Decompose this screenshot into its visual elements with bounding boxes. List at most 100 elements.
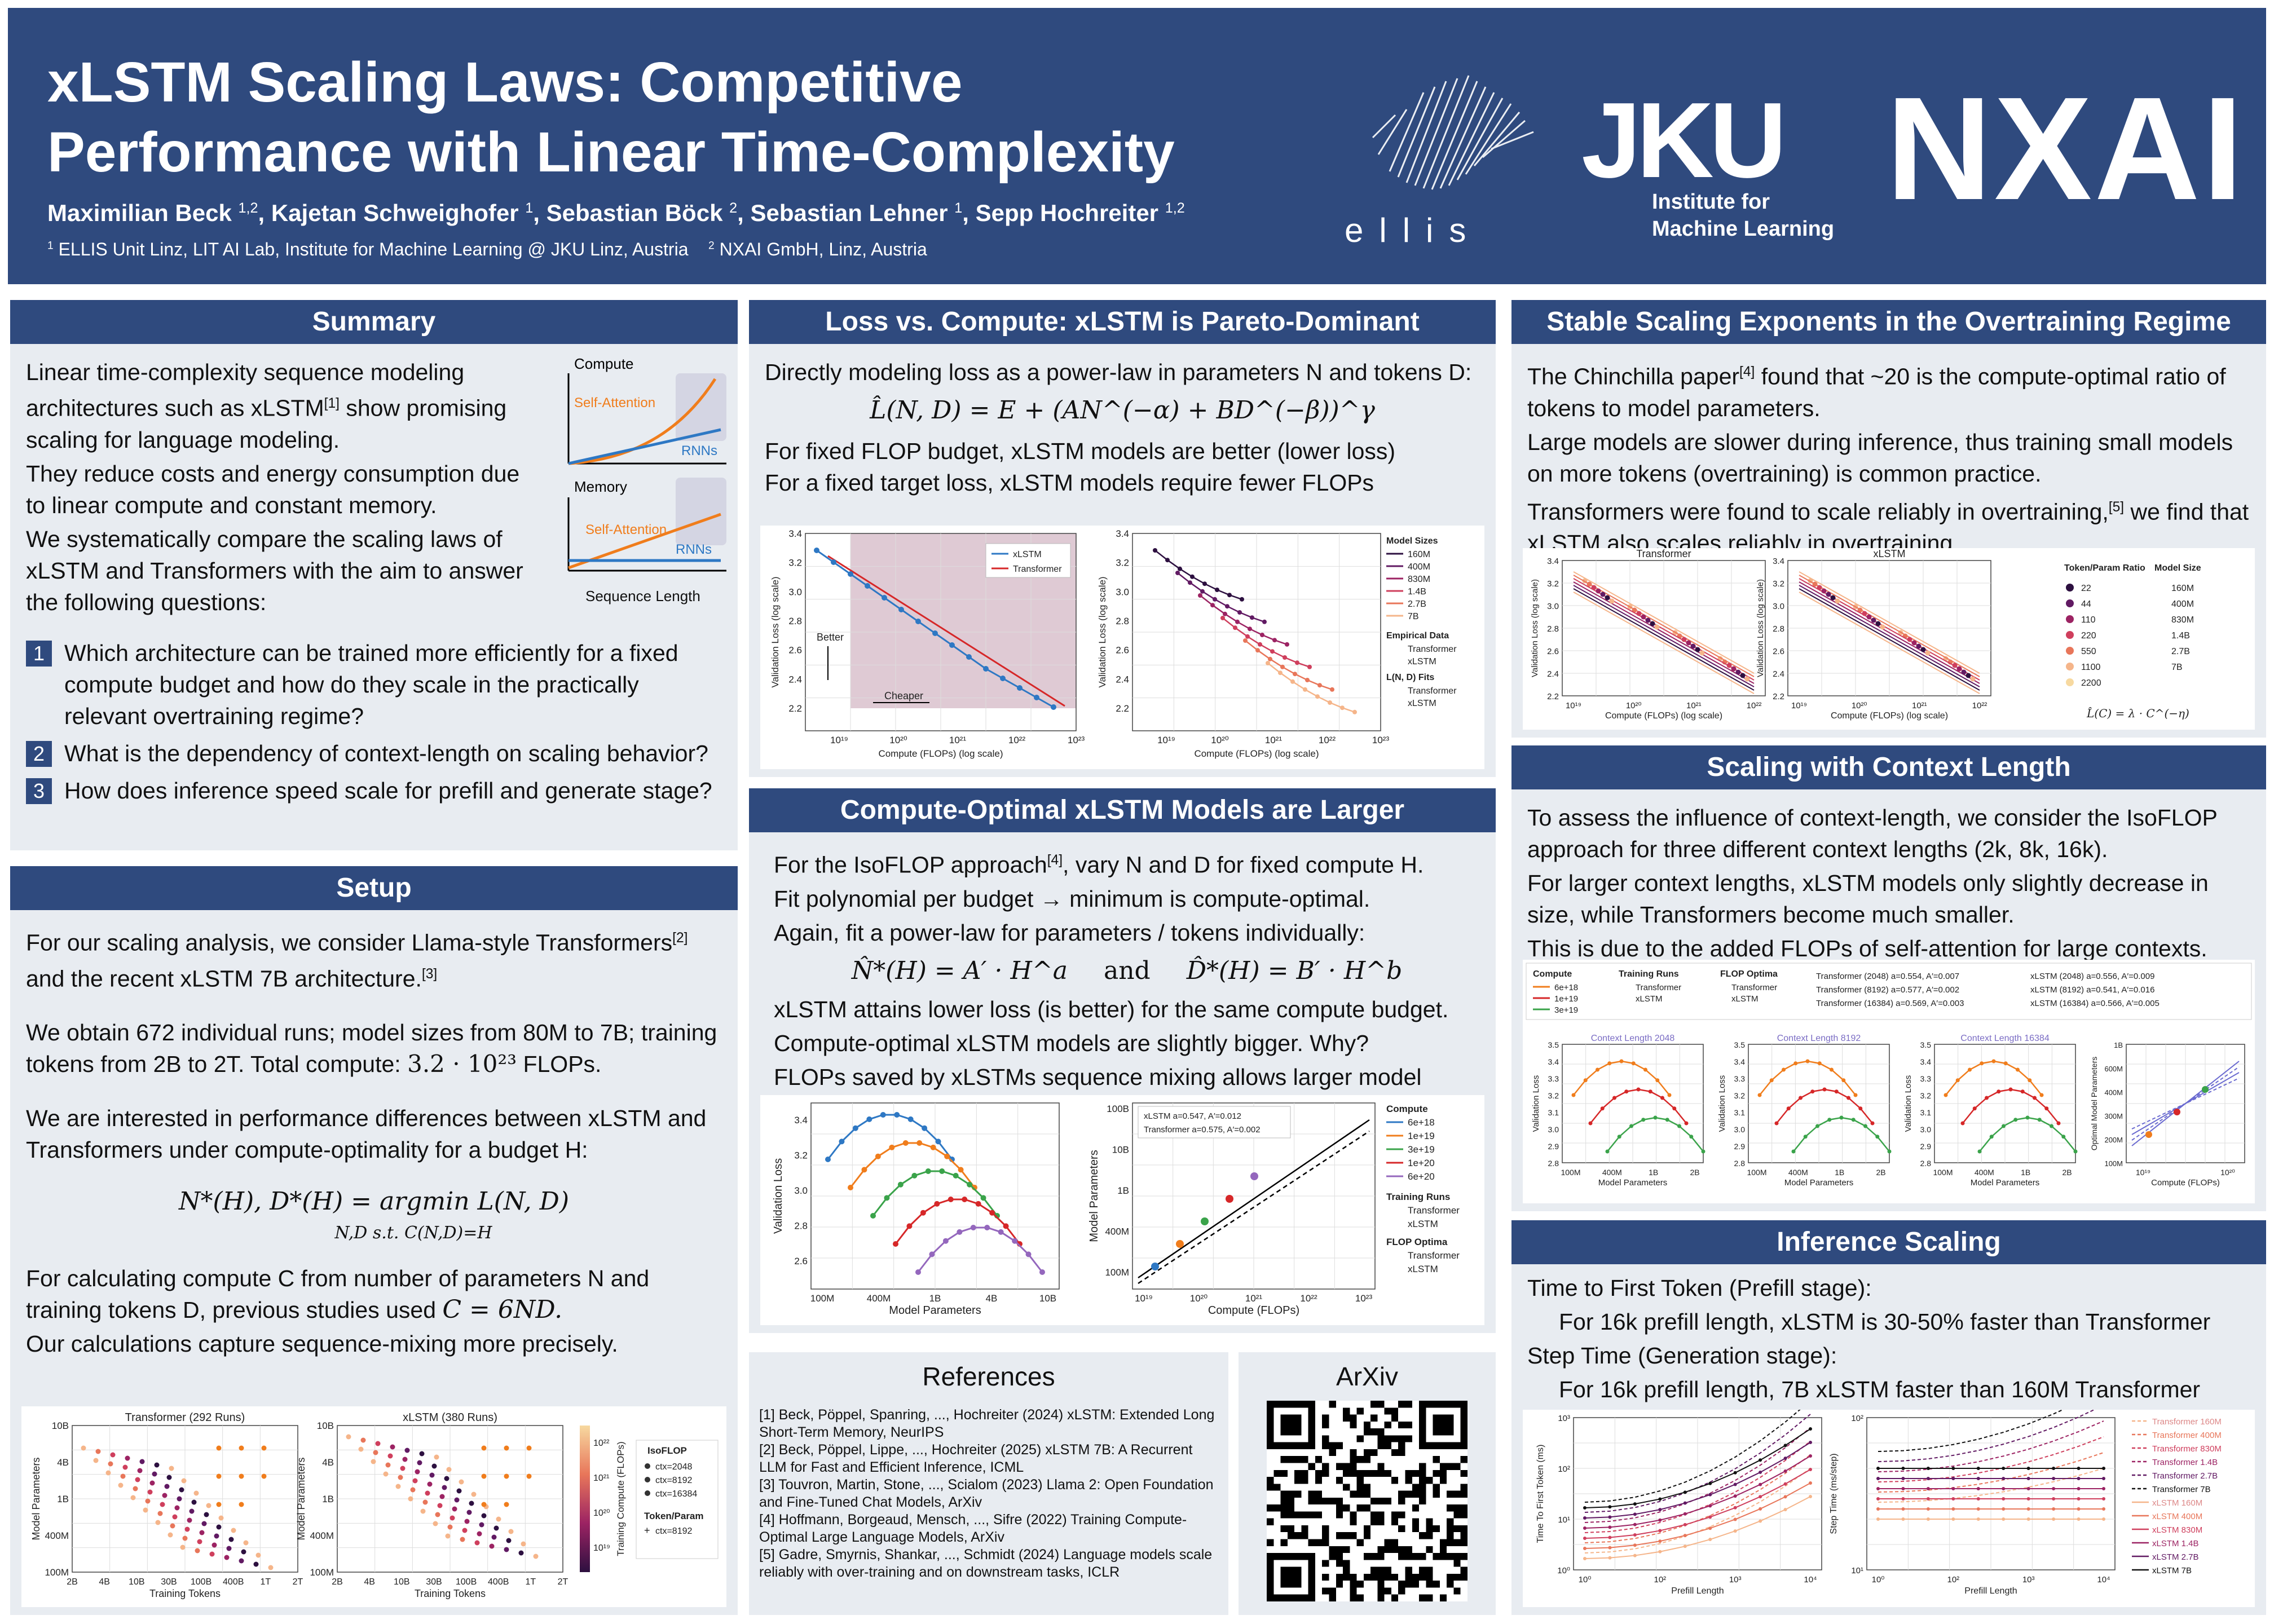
y-tick-label: 2.2 — [1547, 692, 1559, 701]
transformer-curve — [1584, 1414, 1811, 1513]
data-point — [1600, 592, 1606, 597]
fit-line — [1154, 550, 1242, 600]
data-point — [2002, 1507, 2006, 1511]
qr-module — [1267, 1539, 1274, 1546]
qr-module — [1322, 1573, 1329, 1581]
run-marker — [481, 1473, 487, 1479]
data-point — [1215, 588, 1219, 592]
y-tick-label: 3.0 — [794, 1185, 808, 1196]
y-tick-label: 2.8 — [1734, 1159, 1746, 1168]
legend-title: Compute — [1386, 1104, 1428, 1114]
x-tick-label: 10²¹ — [1912, 701, 1927, 710]
data-point — [1830, 595, 1836, 601]
y-tick-label: 2.8 — [1920, 1159, 1932, 1168]
run-marker — [149, 1480, 155, 1486]
y-tick-label: 600M — [2104, 1065, 2123, 1073]
run-marker — [404, 1448, 410, 1453]
x-tick-label: 10²² — [1300, 1293, 1317, 1304]
run-marker — [157, 1511, 163, 1516]
qr-module — [1343, 1532, 1350, 1539]
data-point — [2102, 1487, 2105, 1490]
better-annotation: Better — [817, 632, 844, 643]
run-marker — [209, 1551, 215, 1557]
transformer-line — [827, 555, 1065, 707]
arxiv-qr-code[interactable] — [1267, 1401, 1467, 1601]
qr-module — [1356, 1490, 1364, 1498]
legend-label: Transformer — [1408, 686, 1457, 696]
stable-scaling-panel: Stable Scaling Exponents in the Overtrai… — [1511, 300, 2266, 738]
reference-item: [5] Gadre, Smyrnis, Shankar, ..., Schmid… — [759, 1547, 1213, 1580]
qr-module — [1460, 1456, 1467, 1463]
compute-optimal-panel: Compute-Optimal xLSTM Models are Larger … — [749, 788, 1496, 1333]
y-tick-label: 2.2 — [1116, 703, 1129, 714]
data-point — [1315, 694, 1320, 699]
legend-label: xLSTM — [1408, 699, 1436, 708]
isoflop-point — [1636, 1087, 1641, 1092]
legend-label: ctx=2048 — [655, 1462, 692, 1472]
xlstm-curve — [1584, 1496, 1811, 1559]
y-tick-label: 3.1 — [1920, 1108, 1932, 1117]
legend-title: L(N, D) Fits — [1386, 673, 1434, 682]
qr-module — [1356, 1581, 1364, 1588]
legend-label: 110 — [2081, 615, 2096, 625]
qr-module — [1356, 1407, 1364, 1415]
data-point — [1733, 1517, 1737, 1521]
isoflop-point — [1815, 1124, 1819, 1128]
isoflop-point — [1605, 1149, 1610, 1154]
y-tick-label: 3.0 — [788, 586, 802, 597]
run-marker — [154, 1462, 160, 1468]
run-marker — [181, 1478, 187, 1484]
subplot-title: Context Length 2048 — [1591, 1034, 1675, 1043]
run-marker — [429, 1472, 435, 1478]
data-point — [1809, 1468, 1812, 1471]
legend-label: Transformer 1.4B — [2152, 1458, 2218, 1467]
qr-module — [1315, 1539, 1323, 1546]
isoflop-point — [984, 1224, 990, 1230]
run-marker — [431, 1463, 437, 1469]
data-point — [1826, 592, 1831, 597]
qr-module — [1336, 1511, 1343, 1519]
qr-module — [1363, 1504, 1371, 1512]
run-marker — [449, 1515, 455, 1521]
qr-module — [1350, 1587, 1357, 1595]
y-tick-label: 3.3 — [1734, 1074, 1746, 1083]
isoflop-point — [989, 1210, 995, 1216]
fit-line — [1222, 617, 1310, 668]
y-tick-label: 2.6 — [788, 645, 802, 656]
data-point — [2026, 1497, 2030, 1501]
qr-module — [1391, 1414, 1399, 1422]
isoflop-point — [1997, 1089, 2001, 1094]
data-point — [1783, 1457, 1787, 1460]
x-tick-label: 10¹⁹ — [2136, 1168, 2150, 1177]
qr-module — [1419, 1497, 1426, 1505]
run-marker — [445, 1533, 451, 1539]
qr-module — [1426, 1546, 1433, 1554]
isoflop-point — [1774, 1121, 1779, 1126]
run-marker — [195, 1548, 200, 1554]
data-point — [1278, 670, 1283, 676]
qr-module — [1322, 1497, 1329, 1505]
qr-module — [1280, 1456, 1288, 1463]
run-marker — [466, 1510, 472, 1515]
xlstm-fit-line — [1138, 1119, 1370, 1279]
y-tick-label: 10¹ — [1851, 1566, 1863, 1576]
qr-module — [1280, 1504, 1288, 1512]
data-point — [1708, 1526, 1712, 1530]
qr-module — [1391, 1435, 1399, 1442]
x-tick-label: 100M — [1933, 1168, 1953, 1177]
qr-module — [1322, 1587, 1329, 1595]
run-marker — [239, 1558, 244, 1564]
run-marker — [211, 1542, 217, 1548]
run-marker — [504, 1473, 509, 1479]
colorbar-tick: 10²¹ — [593, 1473, 609, 1483]
run-marker — [187, 1517, 192, 1523]
run-marker — [108, 1461, 113, 1467]
data-point — [1901, 1507, 1905, 1511]
legend-marker — [645, 1477, 650, 1482]
data-point — [1608, 1505, 1612, 1509]
legend-title: Token/Param — [644, 1511, 704, 1521]
data-point — [1835, 598, 1840, 604]
qr-module — [1287, 1525, 1295, 1533]
qr-module — [1447, 1553, 1454, 1560]
loss-formula: L̂(N, D) = E + (AN^(−α) + BD^(−β))^γ — [870, 396, 1375, 425]
